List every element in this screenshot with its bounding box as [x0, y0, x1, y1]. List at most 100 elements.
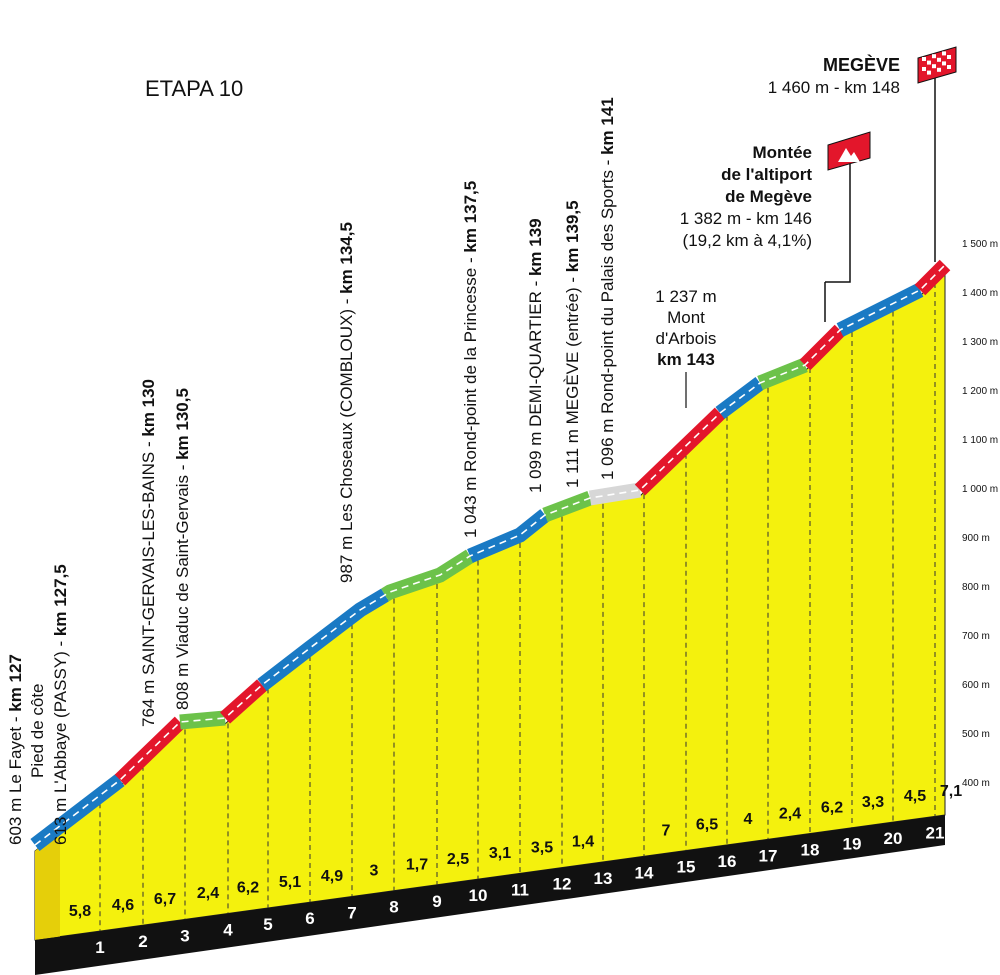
- km-marker: 7: [347, 903, 356, 922]
- profile: 1 2 3 4 5 6 7 8 9 10 11 12 13 14 15 16 17 18 19 20 215,8 4,6 6…: [30, 259, 962, 975]
- stop-annotation: 613 m L'Abbaye (PASSY) - km 127,5: [51, 564, 70, 845]
- stop-text: 808 m Viaduc de Saint-Gervais -: [173, 460, 192, 710]
- stop-annotation: 987 m Les Choseaux (COMBLOUX) - km 134,5: [337, 222, 356, 583]
- stop-km: km 127: [6, 654, 25, 712]
- gradient-label: 3: [370, 862, 379, 879]
- stop-annotation: 1 099 m DEMI-QUARTIER - km 139: [526, 218, 545, 493]
- altitude-label: 400 m: [962, 778, 990, 789]
- gradient-label: 6,5: [696, 817, 718, 834]
- gradient-label: 4,9: [321, 868, 343, 885]
- gradient-label: 3,1: [489, 845, 511, 862]
- gradient-label: 1,7: [406, 857, 428, 874]
- finish-name: MEGÈVE: [823, 54, 900, 75]
- stop-annotation: 603 m Le Fayet - km 127: [6, 654, 25, 845]
- stop-text: 764 m SAINT-GERVAIS-LES-BAINS -: [139, 437, 158, 727]
- km-marker: 3: [180, 926, 189, 945]
- labels: 1 500 m 1 400 m 1 300 m 1 200 m 1 100 m 1 000…: [6, 54, 998, 845]
- stop-annotation: Pied de côte: [28, 683, 47, 778]
- stop-km: km 139: [526, 218, 545, 276]
- km-marker: 18: [801, 841, 820, 860]
- gradient-label: 3,3: [862, 794, 884, 811]
- gradient-label: 4,6: [112, 897, 134, 914]
- flag-check: [942, 51, 946, 56]
- stop-annotation: 1 043 m Rond-point de la Princesse - km …: [461, 181, 480, 538]
- stop-km: km 139,5: [563, 200, 582, 272]
- gradient-label: 2,5: [447, 851, 469, 868]
- gradient-label: 1,4: [572, 834, 594, 851]
- km-marker: 1: [95, 938, 104, 957]
- climb-icon: [838, 148, 860, 162]
- climb-name: de Megève: [725, 187, 812, 206]
- altitude-label: 700 m: [962, 631, 990, 642]
- summit-label: Mont: [667, 308, 705, 327]
- gradient-label: 6,2: [237, 880, 259, 897]
- stop-text: 1 043 m Rond-point de la Princesse -: [461, 253, 480, 538]
- stage-title: ETAPA 10: [145, 76, 243, 101]
- km-marker: 10: [469, 886, 488, 905]
- climb-detail: (19,2 km à 4,1%): [683, 231, 812, 250]
- climb-detail: 1 382 m - km 146: [680, 209, 812, 228]
- flag-check: [942, 61, 946, 66]
- altitude-label: 900 m: [962, 533, 990, 544]
- stop-text: 1 096 m Rond-point du Palais des Sports …: [598, 155, 617, 480]
- gradient-label: 6,7: [154, 891, 176, 908]
- finish-flag: [917, 46, 957, 84]
- km-marker: 11: [511, 880, 529, 899]
- stop-km: km 137,5: [461, 181, 480, 253]
- stop-text: 1 099 m DEMI-QUARTIER -: [526, 276, 545, 493]
- km-marker: 16: [718, 852, 737, 871]
- stop-text: 1 111 m MEGÈVE (entrée) -: [563, 272, 582, 488]
- gradient-label: 6,2: [821, 799, 843, 816]
- stop-text: Pied de côte: [28, 683, 47, 778]
- altitude-label: 800 m: [962, 582, 990, 593]
- km-marker: 9: [432, 892, 441, 911]
- km-marker: 6: [305, 909, 314, 928]
- flag-check: [927, 70, 931, 75]
- finish-detail: 1 460 m - km 148: [768, 78, 900, 97]
- summit-label: d'Arbois: [656, 329, 717, 348]
- stop-km: km 127,5: [51, 564, 70, 636]
- gradient-label: 2,4: [779, 805, 801, 822]
- stop-annotation: 1 111 m MEGÈVE (entrée) - km 139,5: [563, 200, 582, 488]
- km-marker: 17: [759, 846, 778, 865]
- climb-name: Montée: [753, 143, 813, 162]
- flag-check: [947, 65, 951, 69]
- altitude-label: 1 100 m: [962, 435, 998, 446]
- gradient-label: 5,8: [69, 903, 91, 920]
- altitude-label: 600 m: [962, 680, 990, 691]
- km-marker: 8: [389, 898, 398, 917]
- stop-text: 613 m L'Abbaye (PASSY) -: [51, 636, 70, 845]
- gradient-label: 3,5: [531, 839, 553, 856]
- km-marker: 5: [263, 915, 272, 934]
- flag-check: [937, 67, 941, 72]
- gradient-label: 2,4: [197, 885, 219, 902]
- stop-km: km 134,5: [337, 222, 356, 294]
- flag-check: [922, 57, 926, 61]
- stop-annotation: 764 m SAINT-GERVAIS-LES-BAINS - km 130: [139, 379, 158, 727]
- stop-km: km 130,5: [173, 388, 192, 460]
- km-marker: 12: [553, 875, 572, 894]
- km-marker: 13: [594, 869, 613, 888]
- altitude-label: 500 m: [962, 729, 990, 740]
- km-marker: 20: [884, 829, 903, 848]
- ridge-centerline: [34, 264, 946, 846]
- profile-side: [35, 831, 60, 940]
- stop-text: 603 m Le Fayet -: [6, 712, 25, 845]
- stop-km: km 130: [139, 379, 158, 437]
- stop-annotation: 808 m Viaduc de Saint-Gervais - km 130,5: [173, 388, 192, 710]
- stop-text: 987 m Les Choseaux (COMBLOUX) -: [337, 294, 356, 583]
- flag-check: [932, 64, 936, 69]
- altitude-label: 1 300 m: [962, 337, 998, 348]
- altitude-label: 1 200 m: [962, 386, 998, 397]
- flag-check: [927, 60, 931, 65]
- altitude-label: 1 500 m: [962, 239, 998, 250]
- km-marker: 21: [926, 823, 945, 842]
- climb-flag: [827, 131, 871, 171]
- altitude-label: 1 400 m: [962, 288, 998, 299]
- km-marker: 15: [677, 858, 696, 877]
- gradient-label: 7,1: [940, 783, 962, 800]
- ridge-segment: [467, 509, 550, 563]
- gradient-label: 4,5: [904, 788, 926, 805]
- flag-check: [947, 55, 951, 59]
